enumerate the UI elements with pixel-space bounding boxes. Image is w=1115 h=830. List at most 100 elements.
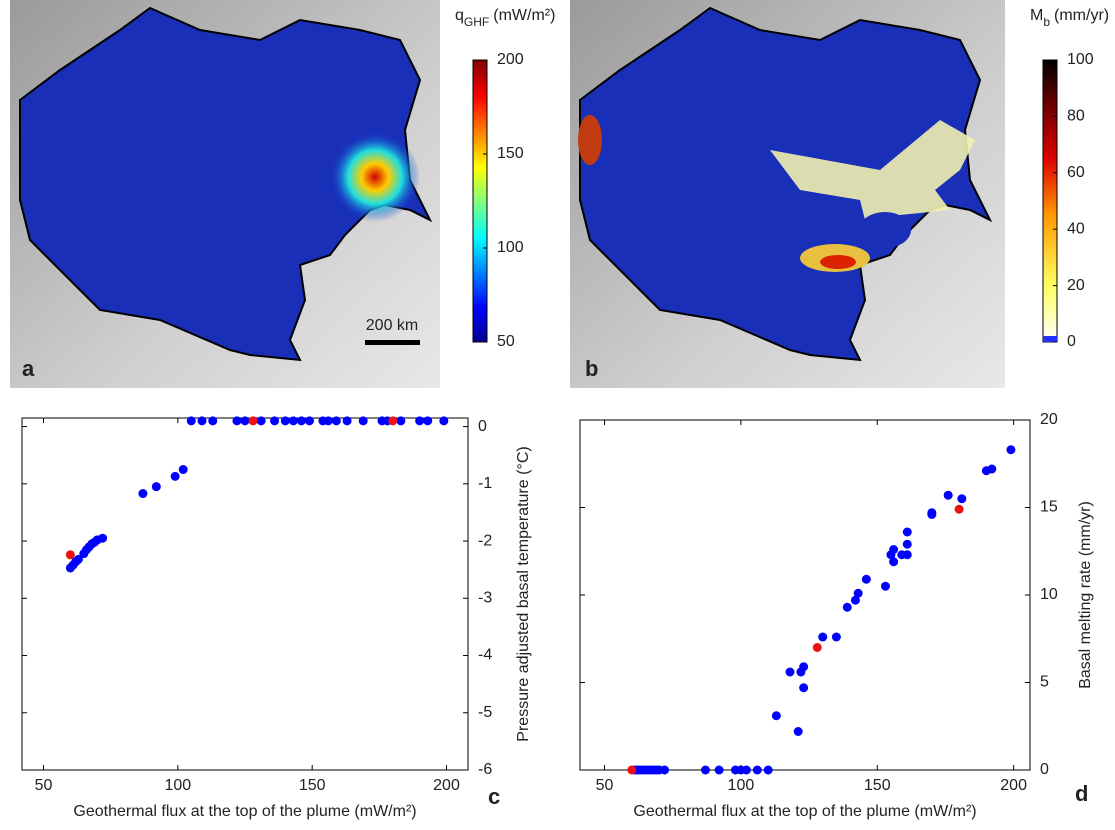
colorbar-tick-label: 100 — [1067, 51, 1094, 68]
point — [198, 416, 207, 425]
point — [715, 766, 724, 775]
point — [903, 528, 912, 537]
colorbar-label-part: GHF — [464, 15, 489, 29]
point — [171, 472, 180, 481]
colorbar-tick-label: 20 — [1067, 277, 1085, 294]
figure: aqGHF(mW/m²)200 km50100150200bMb(mm/yr)0… — [0, 0, 1115, 830]
colorbar-label-part: (mm/yr) — [1054, 7, 1109, 24]
point — [786, 668, 795, 677]
colorbar-tick-label: 200 — [497, 51, 524, 68]
point — [297, 416, 306, 425]
colorbar-tick-label: 80 — [1067, 108, 1085, 125]
point — [742, 766, 751, 775]
point — [241, 416, 250, 425]
point — [854, 589, 863, 598]
panel-label: d — [1075, 781, 1088, 806]
y-tick-label: -4 — [478, 647, 492, 664]
point — [332, 416, 341, 425]
point — [396, 416, 405, 425]
point — [179, 465, 188, 474]
y-tick-label: -6 — [478, 761, 492, 778]
colorbar-label-part: (mW/m²) — [493, 7, 555, 24]
point — [772, 711, 781, 720]
y-axis-label: Basal melting rate (mm/yr) — [1077, 501, 1094, 689]
map-b — [570, 0, 1057, 388]
point — [281, 416, 290, 425]
y-tick-label: 0 — [478, 418, 487, 435]
x-axis-label: Geothermal flux at the top of the plume … — [633, 803, 976, 820]
point — [627, 766, 636, 775]
x-tick-label: 100 — [164, 777, 191, 794]
point — [439, 416, 448, 425]
y-tick-label: -3 — [478, 590, 492, 607]
panel-label: a — [22, 356, 35, 381]
y-tick-label: -1 — [478, 475, 492, 492]
point — [232, 416, 241, 425]
point — [152, 482, 161, 491]
point — [388, 416, 397, 425]
point — [423, 416, 432, 425]
colorbar-label-part: M — [1030, 7, 1043, 24]
point — [701, 766, 710, 775]
point — [98, 534, 107, 543]
x-axis-label: Geothermal flux at the top of the plume … — [73, 803, 416, 820]
point — [818, 633, 827, 642]
colorbar-tick-label: 60 — [1067, 164, 1085, 181]
point — [927, 508, 936, 517]
point — [359, 416, 368, 425]
plot-frame — [22, 418, 468, 770]
point — [944, 491, 953, 500]
point — [415, 416, 424, 425]
point — [257, 416, 266, 425]
panel-label: b — [585, 356, 598, 381]
y-tick-label: 0 — [1040, 761, 1049, 778]
x-tick-label: 200 — [1000, 777, 1027, 794]
point — [343, 416, 352, 425]
y-tick-label: 20 — [1040, 411, 1058, 428]
panel-label: c — [488, 784, 500, 809]
point — [660, 766, 669, 775]
colorbar-label: Mb (mm/yr) — [1030, 7, 1109, 29]
x-tick-label: 50 — [35, 777, 53, 794]
point — [305, 416, 314, 425]
point — [66, 550, 75, 559]
colorbar-label: qGHF (mW/m²) — [455, 7, 555, 29]
y-tick-label: 15 — [1040, 499, 1058, 516]
y-tick-label: 5 — [1040, 674, 1049, 691]
point — [889, 557, 898, 566]
point — [249, 416, 258, 425]
y-tick-label: -2 — [478, 532, 492, 549]
x-tick-label: 50 — [596, 777, 614, 794]
point — [799, 683, 808, 692]
point — [753, 766, 762, 775]
colorbar-label-part: q — [455, 7, 464, 24]
point — [208, 416, 217, 425]
point — [957, 494, 966, 503]
colorbar-tick-label: 40 — [1067, 220, 1085, 237]
point — [764, 766, 773, 775]
point — [1006, 445, 1015, 454]
point — [889, 545, 898, 554]
scale-bar-label: 200 km — [366, 317, 418, 334]
x-tick-label: 100 — [728, 777, 755, 794]
colorbar-tick-label: 100 — [497, 239, 524, 256]
point — [862, 575, 871, 584]
plot-frame — [580, 420, 1030, 770]
point — [187, 416, 196, 425]
colorbar-tick-label: 150 — [497, 145, 524, 162]
point — [138, 489, 147, 498]
point — [324, 416, 333, 425]
point — [903, 540, 912, 549]
x-tick-label: 150 — [299, 777, 326, 794]
point — [843, 603, 852, 612]
point — [832, 633, 841, 642]
point — [813, 643, 822, 652]
colorbar-label-part: b — [1043, 15, 1050, 29]
point — [270, 416, 279, 425]
point — [903, 550, 912, 559]
point — [955, 505, 964, 514]
y-axis-label: Pressure adjusted basal temperature (°C) — [515, 446, 532, 741]
point — [799, 662, 808, 671]
y-tick-label: -5 — [478, 704, 492, 721]
point — [794, 727, 803, 736]
